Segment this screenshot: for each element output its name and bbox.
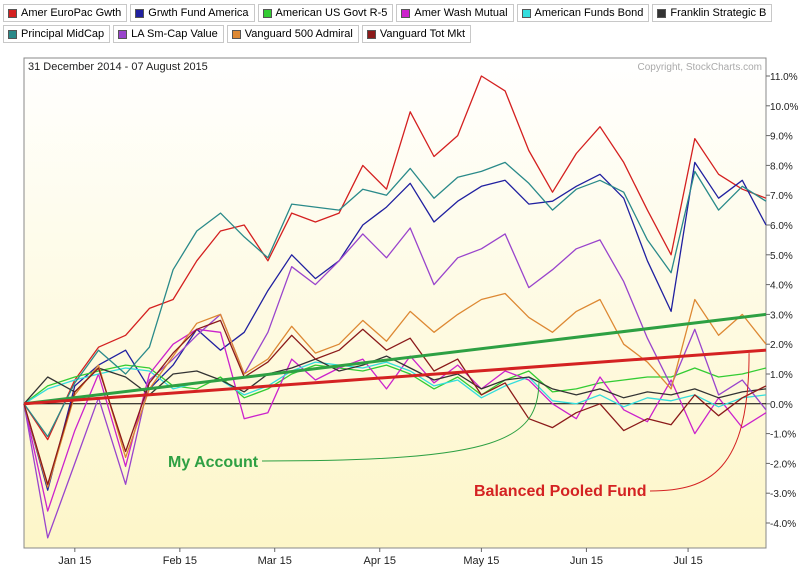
- series-line-amer-europac-gwth: [23, 75, 767, 441]
- legend-swatch: [8, 8, 17, 18]
- y-tick-label: 10.0%: [770, 102, 798, 113]
- legend-row: Amer EuroPac Gwth Grwth Fund America Ameri…: [3, 4, 809, 22]
- trend-line-balanced-pooled-fund: [23, 348, 767, 406]
- legend-label: Franklin Strategic B: [670, 7, 767, 19]
- annotation-leader-balanced-pooled-fund: [649, 353, 750, 492]
- annotation-my-account: My Account: [168, 454, 259, 471]
- y-tick-label: 1.0%: [770, 370, 793, 381]
- legend-item[interactable]: American Funds Bond: [516, 4, 650, 22]
- legend-item[interactable]: Vanguard 500 Admiral: [226, 25, 359, 43]
- legend-label: American Funds Bond: [534, 7, 644, 19]
- legend-swatch: [231, 29, 241, 39]
- legend-swatch: [135, 8, 145, 18]
- legend-row: Principal MidCap LA Sm-Cap Value Vanguard …: [3, 25, 809, 43]
- x-tick-label: May 15: [463, 555, 499, 567]
- y-tick-label: 5.0%: [770, 251, 793, 262]
- copyright: Copyright, StockCharts.com: [638, 62, 763, 73]
- legend-label: Vanguard 500 Admiral: [244, 28, 353, 40]
- legend-item[interactable]: Franklin Strategic B: [652, 4, 773, 22]
- legend-item[interactable]: Amer Wash Mutual: [396, 4, 514, 22]
- series-line-franklin-strategic-b: [23, 355, 767, 405]
- y-tick-label: 9.0%: [770, 132, 793, 143]
- series-line-principal-midcap: [23, 161, 767, 438]
- legend-item[interactable]: Amer EuroPac Gwth: [3, 4, 128, 22]
- legend: Amer EuroPac Gwth Grwth Fund America Ameri…: [3, 4, 809, 46]
- plot-area: [23, 57, 767, 549]
- legend-item[interactable]: Vanguard Tot Mkt: [361, 25, 472, 43]
- legend-swatch: [366, 29, 376, 39]
- x-axis: Jan 15 Feb 15 Mar 15 Apr 15 May 15 Jun 15 Jul …: [58, 548, 703, 567]
- series-layer: [23, 75, 767, 539]
- y-tick-label: 4.0%: [770, 281, 793, 292]
- y-tick-label: 8.0%: [770, 161, 793, 172]
- x-tick-label: Apr 15: [364, 555, 396, 567]
- x-tick-label: Jun 15: [570, 555, 603, 567]
- legend-label: Grwth Fund America: [148, 7, 249, 19]
- trend-line-my-account: [23, 312, 767, 406]
- legend-item[interactable]: LA Sm-Cap Value: [113, 25, 224, 43]
- legend-item[interactable]: Principal MidCap: [3, 25, 111, 43]
- x-tick-label: Jul 15: [673, 555, 702, 567]
- y-tick-label: 11.0%: [770, 72, 798, 83]
- legend-swatch: [401, 8, 411, 18]
- y-tick-label: 7.0%: [770, 191, 793, 202]
- legend-label: Principal MidCap: [21, 28, 105, 40]
- trend-lines: [23, 312, 767, 406]
- x-tick-label: Jan 15: [58, 555, 91, 567]
- series-line-amer-wash-mutual: [23, 328, 767, 512]
- legend-item[interactable]: American US Govt R-5: [257, 4, 394, 22]
- y-tick-label: -2.0%: [770, 459, 796, 470]
- x-tick-label: Mar 15: [258, 555, 292, 567]
- y-tick-label: -3.0%: [770, 489, 796, 500]
- legend-label: Vanguard Tot Mkt: [379, 28, 466, 40]
- legend-swatch: [262, 8, 272, 18]
- series-line-american-us-govt-r-5: [23, 364, 767, 405]
- legend-swatch: [521, 8, 531, 18]
- legend-swatch: [118, 29, 128, 39]
- legend-label: Amer EuroPac Gwth: [21, 7, 122, 19]
- y-tick-label: 2.0%: [770, 340, 793, 351]
- legend-swatch: [657, 8, 667, 18]
- series-line-grwth-fund-america: [23, 161, 767, 491]
- series-line-vanguard-tot-mkt: [23, 319, 767, 485]
- y-tick-label: 6.0%: [770, 221, 793, 232]
- annotation-balanced-pooled-fund: Balanced Pooled Fund: [474, 483, 646, 500]
- legend-label: American US Govt R-5: [275, 7, 388, 19]
- legend-item[interactable]: Grwth Fund America: [130, 4, 255, 22]
- y-tick-label: 0.0%: [770, 400, 793, 411]
- annotation-leader-my-account: [261, 379, 540, 462]
- y-tick-label: 3.0%: [770, 310, 793, 321]
- y-tick-label: -1.0%: [770, 430, 796, 441]
- date-range: 31 December 2014 - 07 August 2015: [28, 61, 208, 73]
- series-line-american-funds-bond: [23, 361, 767, 408]
- legend-swatch: [8, 29, 17, 39]
- annotations: My Account Balanced Pooled Fund: [168, 353, 750, 500]
- y-axis: 11.0% 10.0% 9.0% 8.0% 7.0% 6.0% 5.0% 4.0% 3.0% 2.…: [24, 72, 798, 530]
- legend-label: LA Sm-Cap Value: [131, 28, 218, 40]
- legend-label: Amer Wash Mutual: [414, 7, 508, 19]
- y-tick-label: -4.0%: [770, 519, 796, 530]
- x-tick-label: Feb 15: [163, 555, 197, 567]
